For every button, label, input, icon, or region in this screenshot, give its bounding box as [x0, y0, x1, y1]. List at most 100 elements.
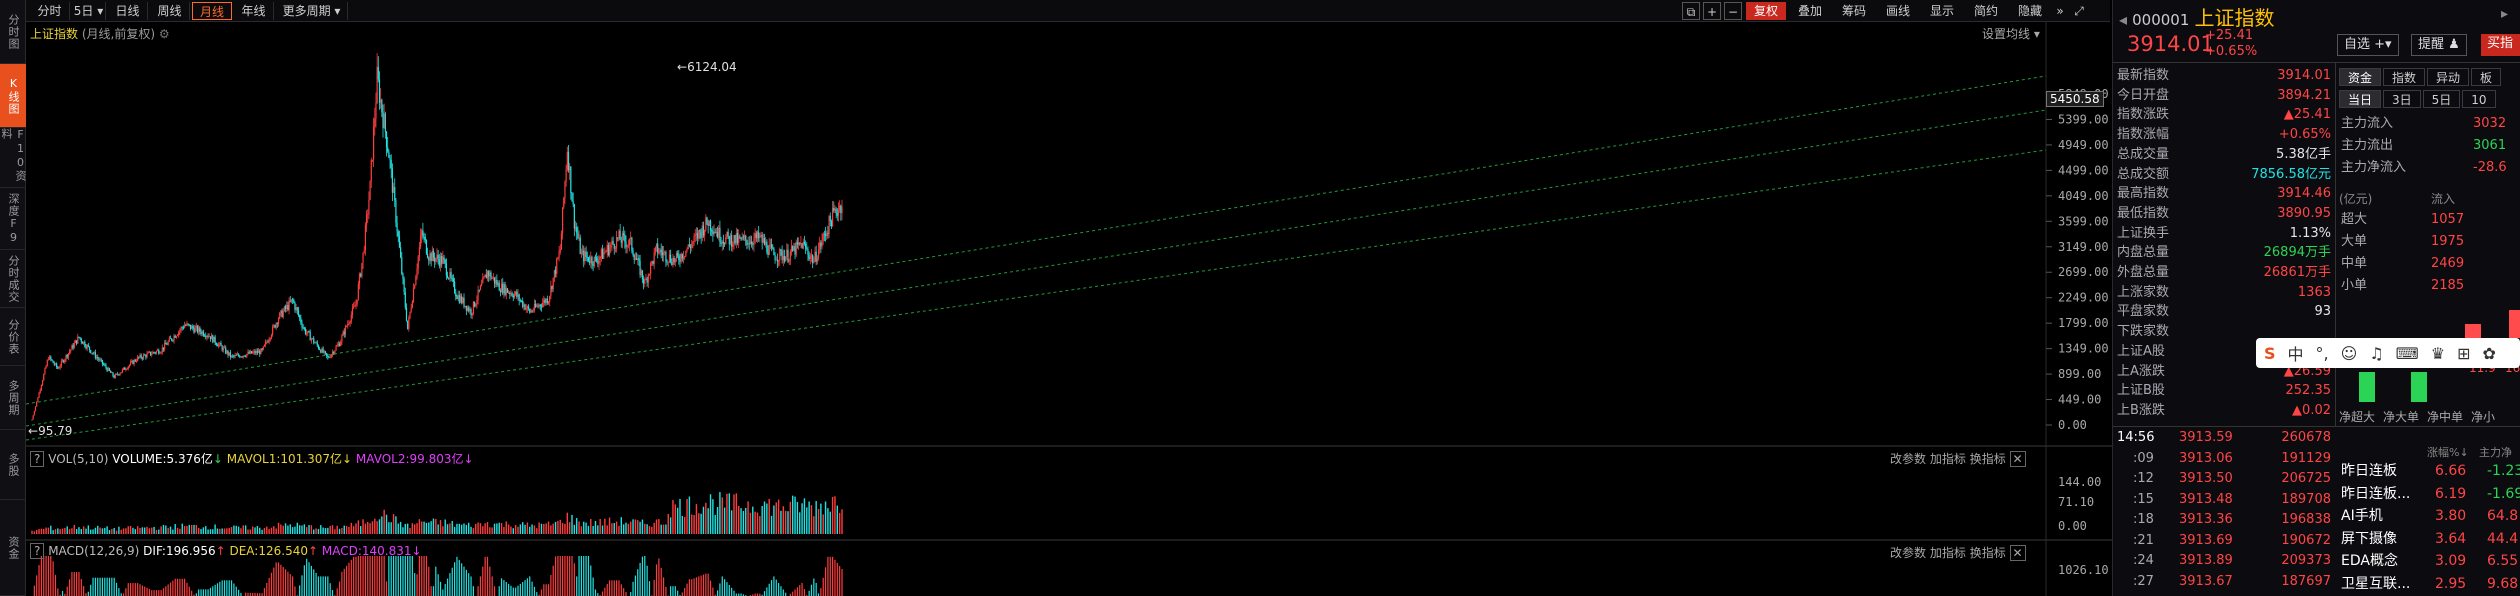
more-icon[interactable]: ✿: [2482, 343, 2496, 363]
punctuation-icon[interactable]: °,: [2315, 343, 2329, 363]
sector-row[interactable]: 卫星互联... 2.95 9.68: [2339, 575, 2520, 594]
candle-body: [450, 272, 452, 278]
display-button[interactable]: 显示: [1929, 4, 1954, 18]
candle-body: [478, 289, 480, 291]
day-tab[interactable]: 10: [2462, 90, 2496, 108]
order-row: 超大 1057: [2339, 210, 2520, 229]
stat-row: 上证B股 252.35: [2113, 381, 2335, 400]
double-chevron-right-icon[interactable]: »: [2056, 4, 2064, 18]
nav-2[interactable]: F10资料: [0, 128, 27, 188]
macd-bar: [738, 593, 740, 596]
sector-row[interactable]: EDA概念 3.09 6.55: [2339, 552, 2520, 571]
copy-icon[interactable]: ⧉: [1682, 2, 1700, 20]
macd-bar: [324, 576, 327, 596]
sector-row[interactable]: 屏下摄像 3.64 44.4: [2339, 530, 2520, 549]
candle-body: [41, 380, 44, 386]
candle-body: [539, 304, 541, 307]
zoom-out-icon[interactable]: −: [1724, 2, 1742, 20]
skin-icon[interactable]: ♛: [2430, 343, 2446, 363]
add-indicator-button[interactable]: 加指标: [1929, 452, 1966, 466]
nav-0[interactable]: 分时图: [0, 0, 26, 64]
tick-time: :18: [2133, 512, 2154, 527]
candle-body: [508, 292, 510, 294]
nav-5[interactable]: 分价表: [0, 308, 26, 366]
ime-language[interactable]: 中: [2287, 345, 2304, 364]
period-week[interactable]: 周线: [150, 2, 190, 20]
stat-label: 今日开盘: [2117, 87, 2170, 103]
stat-value: 3894.21: [2277, 87, 2331, 103]
keyboard-icon[interactable]: ⌨: [2395, 343, 2419, 363]
emoji-icon[interactable]: ☺: [2340, 343, 2358, 363]
alert-button[interactable]: 提醒 ♟: [2411, 34, 2467, 56]
nav-3[interactable]: 深度F9: [0, 188, 26, 250]
candle-body: [93, 352, 95, 354]
nav-6[interactable]: 多周期: [0, 366, 26, 430]
adjust-button[interactable]: 复权: [1746, 2, 1786, 20]
close-icon[interactable]: ✕: [2009, 545, 2026, 561]
min-label: ←95.79: [28, 424, 73, 438]
chips-button[interactable]: 筹码: [1841, 4, 1866, 18]
fund-tab[interactable]: 资金: [2339, 68, 2382, 86]
volume-bar: [383, 509, 385, 534]
close-icon[interactable]: ✕: [2009, 451, 2026, 467]
zoom-in-icon[interactable]: +: [1703, 2, 1721, 20]
macd-bar: [604, 587, 606, 596]
settings-gear-icon[interactable]: ⚙: [158, 27, 170, 41]
period-5day[interactable]: 5日 ▾: [72, 2, 106, 20]
switch-indicator-button[interactable]: 换指标: [1969, 546, 2006, 560]
ma-settings[interactable]: 设置均线 ▾: [1982, 27, 2040, 41]
microphone-icon[interactable]: ♫: [2369, 343, 2384, 363]
simple-button[interactable]: 简约: [1973, 4, 1998, 18]
nav-8[interactable]: 资金: [0, 500, 26, 596]
candle-body: [566, 151, 568, 170]
help-icon[interactable]: ?: [30, 451, 45, 467]
y-tick-label: 4049.00: [2058, 189, 2109, 203]
draw-button[interactable]: 画线: [1885, 4, 1910, 18]
watchlist-button[interactable]: 自选 +▾: [2337, 34, 2399, 56]
volume-bar: [219, 528, 221, 534]
sector-row[interactable]: 昨日连板 6.66 -1.23: [2339, 462, 2520, 481]
hide-button[interactable]: 隐藏: [2017, 4, 2042, 18]
macd-bar: [127, 583, 129, 596]
switch-indicator-button[interactable]: 换指标: [1969, 452, 2006, 466]
nav-7[interactable]: 多股: [0, 430, 26, 500]
edit-params-button[interactable]: 改参数: [1890, 452, 1927, 466]
fund-tab[interactable]: 指数: [2383, 68, 2426, 86]
fund-tab[interactable]: 板: [2471, 68, 2502, 86]
flow-row: 主力净流入 -28.6: [2339, 158, 2520, 177]
fund-tab[interactable]: 异动: [2427, 68, 2470, 86]
trade-button[interactable]: 买指: [2481, 34, 2520, 56]
sector-pct-header[interactable]: 涨幅%↓: [2427, 446, 2469, 459]
macd-bar: [451, 567, 453, 596]
next-icon[interactable]: ▸: [2501, 6, 2509, 22]
candle-body: [59, 366, 61, 368]
toolbox-icon[interactable]: ⊞: [2457, 343, 2471, 363]
nav-4[interactable]: 分时成交: [0, 250, 26, 308]
candle-body: [720, 242, 722, 244]
macd-bar: [691, 579, 693, 596]
add-indicator-button[interactable]: 加指标: [1929, 546, 1966, 560]
overlay-button[interactable]: 叠加: [1797, 4, 1822, 18]
sector-row[interactable]: 昨日连板... 6.19 -1.69: [2339, 485, 2520, 504]
day-tab[interactable]: 3日: [2383, 90, 2421, 108]
edit-params-button[interactable]: 改参数: [1890, 546, 1927, 560]
prev-icon[interactable]: ◂: [2119, 10, 2128, 29]
fullscreen-icon[interactable]: ⤢: [2074, 4, 2084, 18]
more-periods[interactable]: 更多周期 ▾: [276, 2, 348, 20]
day-tab[interactable]: 5日: [2422, 90, 2461, 108]
macd-bar: [115, 582, 118, 596]
day-tab[interactable]: 当日: [2339, 90, 2382, 108]
help-icon[interactable]: ?: [30, 543, 45, 559]
candle-body: [114, 374, 116, 378]
volume-bar: [179, 528, 181, 534]
sector-row[interactable]: AI手机 3.80 64.8: [2339, 507, 2520, 526]
period-day[interactable]: 日线: [108, 2, 148, 20]
period-minute[interactable]: 分时: [30, 2, 70, 20]
nav-1[interactable]: K线图: [0, 64, 26, 128]
volume-bar: [355, 523, 357, 534]
period-year[interactable]: 年线: [234, 2, 274, 20]
sector-flow-header[interactable]: 主力净: [2479, 446, 2512, 459]
period-month[interactable]: 月线: [192, 2, 232, 20]
candle-body: [476, 299, 478, 304]
candle-body: [439, 255, 442, 266]
